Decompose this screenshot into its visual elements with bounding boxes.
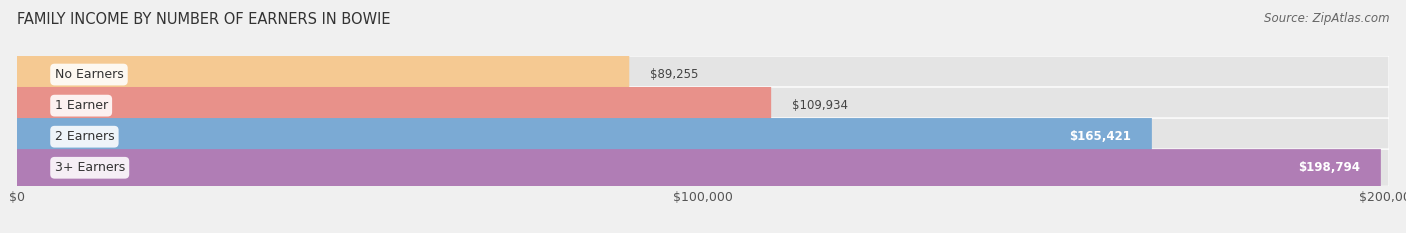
FancyBboxPatch shape — [17, 149, 1381, 186]
FancyBboxPatch shape — [17, 87, 1389, 124]
Text: $198,794: $198,794 — [1298, 161, 1360, 174]
Text: $89,255: $89,255 — [650, 68, 699, 81]
FancyBboxPatch shape — [17, 56, 630, 93]
Text: No Earners: No Earners — [55, 68, 124, 81]
FancyBboxPatch shape — [17, 118, 1152, 155]
Text: $165,421: $165,421 — [1070, 130, 1132, 143]
Text: 2 Earners: 2 Earners — [55, 130, 114, 143]
FancyBboxPatch shape — [17, 87, 770, 124]
FancyBboxPatch shape — [17, 56, 1389, 93]
FancyBboxPatch shape — [17, 149, 1389, 186]
Text: FAMILY INCOME BY NUMBER OF EARNERS IN BOWIE: FAMILY INCOME BY NUMBER OF EARNERS IN BO… — [17, 12, 391, 27]
Text: 3+ Earners: 3+ Earners — [55, 161, 125, 174]
FancyBboxPatch shape — [17, 118, 1389, 155]
Text: Source: ZipAtlas.com: Source: ZipAtlas.com — [1264, 12, 1389, 25]
Text: $109,934: $109,934 — [792, 99, 848, 112]
Text: 1 Earner: 1 Earner — [55, 99, 108, 112]
